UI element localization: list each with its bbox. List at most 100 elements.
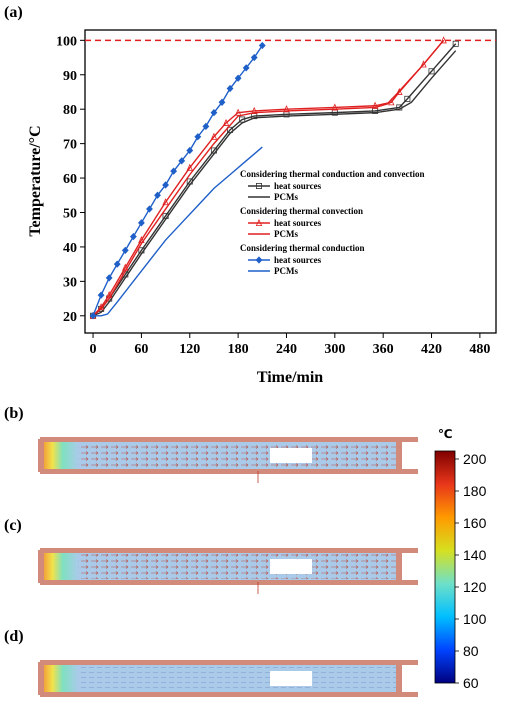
right-end (400, 665, 418, 692)
data-point (255, 218, 263, 226)
y-tick-label: 50 (63, 206, 77, 221)
y-tick-label: 60 (63, 172, 77, 187)
x-tick-label: 240 (276, 342, 297, 357)
data-point (440, 36, 447, 44)
series-line (93, 146, 263, 317)
x-tick-label: 0 (90, 342, 97, 357)
series-5 (93, 146, 263, 317)
data-point (162, 198, 169, 206)
panel-label-d: (d) (4, 628, 24, 645)
data-point (186, 163, 193, 171)
flow-vectors (78, 554, 396, 579)
data-point (89, 312, 97, 320)
colorbar-tick-label: 80 (463, 643, 479, 659)
data-point (242, 64, 250, 72)
series-line (92, 45, 263, 317)
y-tick-label: 80 (63, 103, 77, 118)
x-axis-title: Time/min (257, 369, 323, 386)
right-wall (396, 660, 402, 697)
colorbar-tick-label: 160 (463, 515, 487, 531)
legend-entry: heat sources (274, 218, 322, 228)
legend-entry: PCMs (274, 229, 298, 239)
data-point (218, 98, 226, 106)
legend-group-title: Considering thermal conduction and conve… (240, 169, 425, 179)
data-point (210, 132, 218, 140)
y-tick-label: 40 (63, 241, 77, 256)
right-end (400, 553, 418, 580)
x-tick-label: 480 (469, 342, 490, 357)
x-tick-label: 300 (324, 342, 345, 357)
colorbar-ticks: 60 80 100 120 140 160 180 200 (455, 451, 487, 691)
insert-block (270, 448, 312, 463)
series-3 (92, 39, 445, 317)
simulation-b (38, 437, 418, 483)
y-tick-label: 20 (63, 310, 77, 325)
heat-source-zone (44, 553, 78, 580)
insert-block (270, 559, 312, 574)
series-0 (90, 40, 459, 319)
data-point (331, 103, 339, 111)
data-point (258, 41, 266, 50)
temperature-chart: 0 60 120 180 240 300 360 420 480 20 30 40 50 60 70 80 9… (27, 29, 497, 386)
y-tick-label: 90 (63, 69, 77, 84)
legend-group-title: Considering thermal conduction (240, 243, 365, 253)
simulation-c (38, 548, 418, 594)
colorbar: ℃ 60 80 100 120 140 160 180 200 (434, 427, 487, 691)
data-point (170, 167, 178, 175)
legend-entry: PCMs (274, 192, 298, 202)
legend-entry: heat sources (274, 255, 322, 265)
plot-frame (84, 29, 497, 334)
panel-label-c: (c) (4, 517, 22, 534)
flow-vectors (78, 666, 396, 691)
legend-entry: PCMs (274, 266, 298, 276)
panel-label-b: (b) (4, 405, 24, 422)
x-tick-label: 360 (373, 342, 394, 357)
data-point (194, 133, 202, 141)
left-flange (38, 550, 44, 583)
series-line (92, 50, 457, 317)
y-tick-label: 100 (56, 34, 77, 49)
data-point (178, 157, 186, 165)
legend-entry: heat sources (274, 181, 322, 191)
y-axis-ticks: 20 30 40 50 60 70 80 90 100 (56, 34, 85, 325)
data-point (239, 116, 246, 123)
heat-source-zone (44, 442, 78, 469)
left-flange (38, 439, 44, 472)
x-axis-ticks: 0 60 120 180 240 300 360 420 480 (90, 333, 490, 357)
series-4 (89, 41, 266, 320)
x-tick-label: 420 (421, 342, 442, 357)
legend-group-title: Considering thermal convection (240, 206, 363, 216)
data-point (452, 40, 459, 47)
right-wall (396, 548, 402, 585)
colorbar-tick-label: 120 (463, 579, 487, 595)
insert-block (270, 671, 312, 686)
right-wall (396, 437, 402, 474)
series-line (92, 39, 445, 317)
series-1 (92, 50, 457, 317)
data-point (255, 182, 262, 189)
data-point (234, 108, 242, 116)
data-point (222, 118, 230, 126)
data-point (210, 108, 218, 117)
colorbar-tick-label: 60 (463, 675, 479, 691)
y-axis-title: Temperature/°C (27, 125, 44, 236)
right-end (400, 442, 418, 469)
data-point (154, 191, 161, 199)
colorbar-unit: ℃ (438, 427, 453, 441)
data-point (121, 246, 129, 255)
data-point (428, 68, 435, 75)
x-tick-label: 180 (228, 342, 249, 357)
data-point (97, 291, 105, 299)
data-point (420, 60, 427, 68)
panel-label-a: (a) (4, 4, 23, 21)
data-point (113, 260, 121, 268)
simulation-d (38, 660, 418, 697)
data-point (250, 53, 258, 62)
x-tick-label: 60 (134, 342, 148, 357)
series-line (92, 43, 457, 317)
data-point (129, 232, 137, 241)
colorbar-tick-label: 100 (463, 611, 487, 627)
series-layer (89, 36, 459, 320)
data-point (283, 105, 290, 113)
